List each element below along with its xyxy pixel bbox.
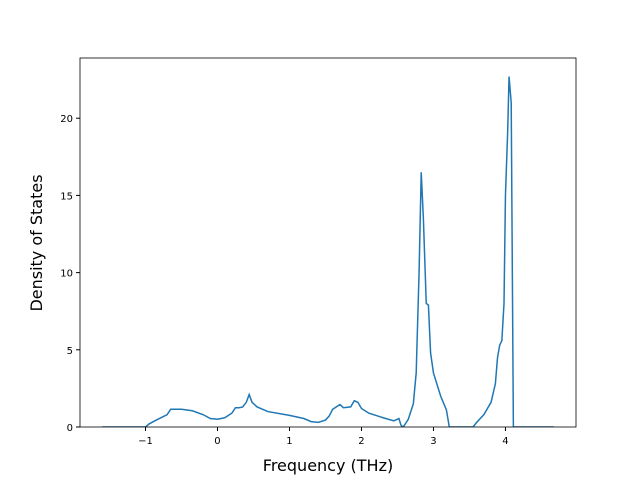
x-tick-label: 1 <box>286 436 292 447</box>
x-axis-label: Frequency (THz) <box>263 456 393 475</box>
plot-frame <box>79 57 577 428</box>
x-tick-label: 4 <box>502 436 508 447</box>
y-tick-label: 15 <box>60 191 73 202</box>
x-tick-label: 2 <box>358 436 364 447</box>
y-tick-label: 5 <box>67 346 73 357</box>
x-tick-label: 3 <box>430 436 436 447</box>
y-tick-label: 0 <box>67 423 73 434</box>
x-tick-label: 0 <box>214 436 220 447</box>
y-tick-label: 20 <box>60 114 73 125</box>
y-tick-label: 10 <box>60 269 73 280</box>
line <box>102 76 554 427</box>
y-axis-label: Density of States <box>27 174 46 311</box>
x-tick-label: −1 <box>138 436 153 447</box>
